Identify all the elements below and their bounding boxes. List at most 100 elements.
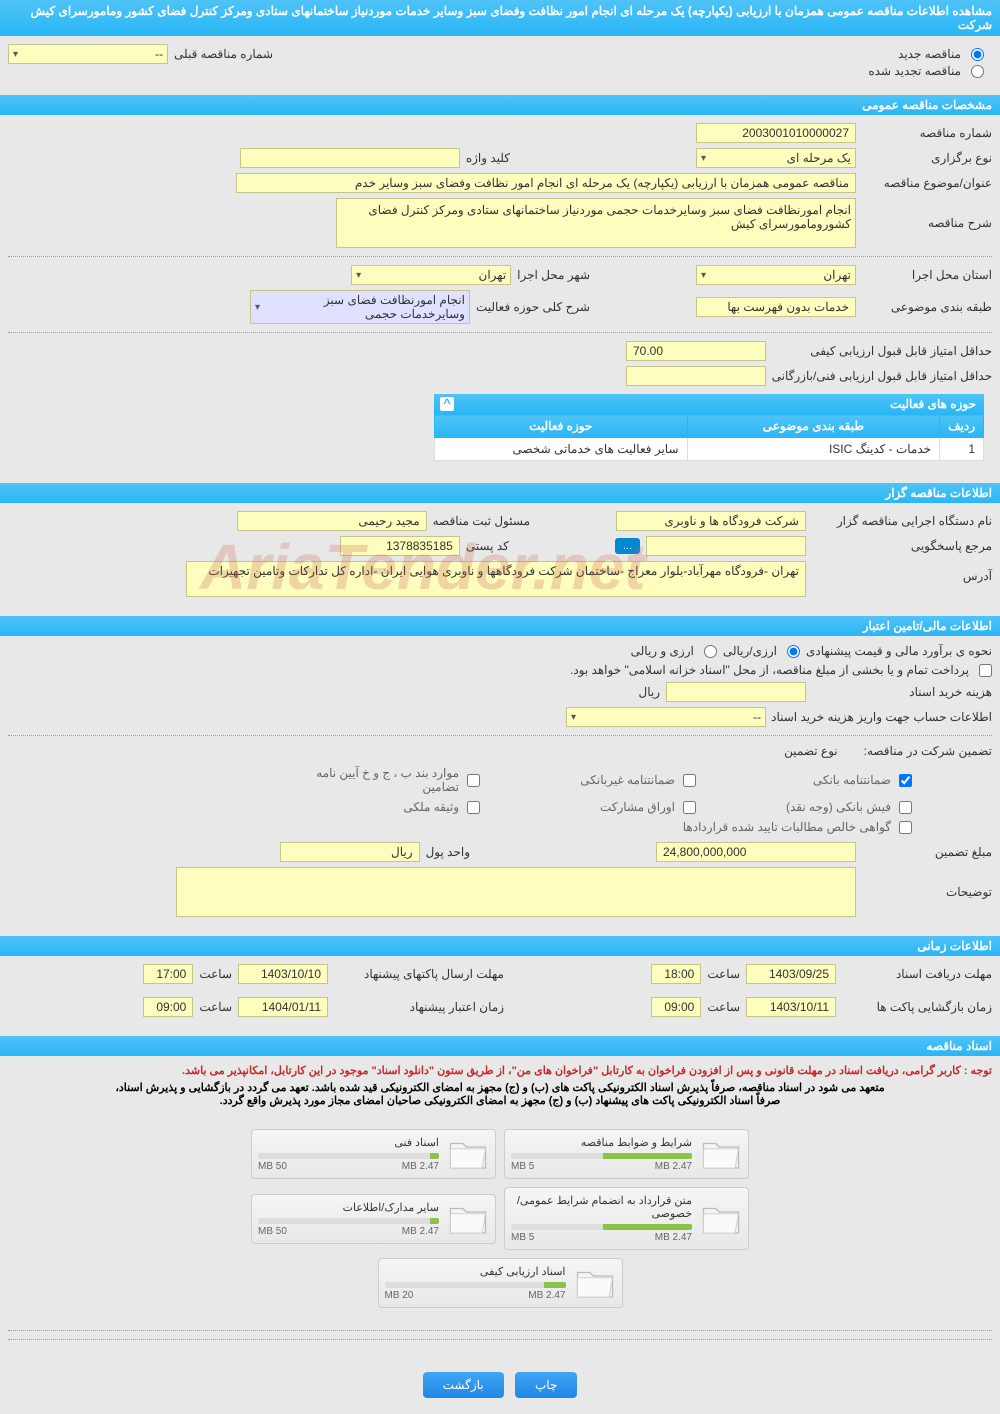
org-value: شرکت فرودگاه ها و ناوبری — [616, 511, 806, 531]
section-general: مشخصات مناقصه عمومی — [0, 95, 1000, 115]
doc-total: 50 MB — [258, 1226, 287, 1237]
radio-new-tender[interactable] — [971, 48, 984, 61]
currency-opt2: ارزی و ریالی — [631, 644, 694, 658]
documents-area: توجه : کاربر گرامی، دریافت اسناد در مهلت… — [0, 1056, 1000, 1356]
prev-tender-select[interactable]: -- ▾ — [8, 44, 168, 64]
section-timing: اطلاعات زمانی — [0, 936, 1000, 956]
section-organizer: اطلاعات مناقصه گزار — [0, 483, 1000, 503]
radio-currency1[interactable] — [787, 645, 800, 658]
doc-title: اسناد فنی — [258, 1136, 439, 1149]
type-select[interactable]: یک مرحله ای ▾ — [696, 148, 856, 168]
guarantee-amount-label: مبلغ تضمین — [862, 845, 992, 859]
postcode-value: 1378835185 — [340, 536, 460, 556]
org-label: نام دستگاه اجرایی مناقصه گزار — [812, 514, 992, 528]
city-select[interactable]: تهران ▾ — [351, 265, 511, 285]
category-value: خدمات بدون فهرست بها — [696, 297, 856, 317]
address-value: تهران -فرودگاه مهرآباد-بلوار معراج -ساخت… — [186, 561, 806, 597]
progress-bar — [258, 1153, 439, 1159]
chevron-down-icon: ▾ — [13, 49, 18, 60]
doc-total: 20 MB — [385, 1290, 414, 1301]
chevron-down-icon: ▾ — [356, 270, 361, 281]
doc-cards-container: شرایط و ضوابط مناقصه2.47 MB5 MB اسناد فنی… — [8, 1115, 992, 1322]
validity-label: زمان اعتبار پیشنهاد — [334, 1000, 504, 1014]
notes-textarea[interactable] — [176, 867, 856, 917]
currency-opt1: ارزی/ریالی — [723, 644, 777, 658]
back-button[interactable]: بازگشت — [423, 1372, 504, 1398]
cb-receivable[interactable] — [899, 821, 912, 834]
desc-value: انجام امورنظافت فضای سبز وسایرخدمات حجمی… — [336, 198, 856, 248]
guarantee-amount: 24,800,000,000 — [656, 842, 856, 862]
doc-card[interactable]: اسناد فنی2.47 MB50 MB — [251, 1129, 496, 1179]
radio-renewed-tender[interactable] — [971, 65, 984, 78]
cb-property[interactable] — [467, 801, 480, 814]
browse-button[interactable]: ... — [615, 538, 640, 554]
col-row: ردیف — [940, 415, 984, 438]
doc-used: 2.47 MB — [655, 1161, 692, 1172]
chevron-down-icon: ▾ — [571, 712, 576, 723]
doc-used: 2.47 MB — [655, 1232, 692, 1243]
type-label: نوع برگزاری — [862, 151, 992, 165]
tender-type-area: مناقصه جدید مناقصه تجدید شده شماره مناقص… — [0, 36, 1000, 89]
doc-used: 2.47 MB — [528, 1290, 565, 1301]
doc-title: سایر مدارک/اطلاعات — [258, 1201, 439, 1214]
cb-nonbank[interactable] — [683, 774, 696, 787]
authority-value — [646, 536, 806, 556]
divider — [8, 1339, 992, 1340]
doc-cost-label: هزینه خرید اسناد — [812, 685, 992, 699]
doc-used: 2.47 MB — [402, 1226, 439, 1237]
doc-card[interactable]: اسناد ارزیابی کیفی2.47 MB20 MB — [378, 1258, 623, 1308]
col-activity: حوزه فعالیت — [435, 415, 688, 438]
progress-bar — [258, 1218, 439, 1224]
keyword-input[interactable] — [240, 148, 460, 168]
collapse-icon[interactable]: ^ — [440, 397, 454, 411]
doc-card[interactable]: سایر مدارک/اطلاعات 2.47 MB 50 MB — [251, 1194, 496, 1244]
radio-currency2[interactable] — [704, 645, 717, 658]
desc-label: شرح مناقصه — [862, 198, 992, 230]
time-label: ساعت — [707, 1000, 740, 1014]
timing-form: مهلت دریافت اسناد 1403/09/25 ساعت 18:00 … — [0, 956, 1000, 1030]
section-financial: اطلاعات مالی/تامین اعتبار — [0, 616, 1000, 636]
doc-cost-unit: ریال — [638, 685, 660, 699]
doc-note1: متعهد می شود در اسناد مناقصه، صرفاً پذیر… — [8, 1081, 992, 1094]
prev-tender-label: شماره مناقصه قبلی — [174, 47, 273, 61]
print-button[interactable]: چاپ — [515, 1372, 577, 1398]
open-label: زمان بازگشایی پاکت ها — [842, 1000, 992, 1014]
doc-card[interactable]: متن قرارداد به انضمام شرایط عمومی/خصوصی 2… — [504, 1187, 749, 1250]
doc-cost-value[interactable] — [666, 682, 806, 702]
cb-treasury[interactable] — [979, 664, 992, 677]
label-renewed-tender: مناقصه تجدید شده — [868, 64, 961, 78]
estimate-label: نحوه ی برآورد مالی و قیمت پیشنهادی — [806, 644, 992, 658]
cb-cash[interactable] — [899, 801, 912, 814]
account-select[interactable]: -- ▾ — [566, 707, 766, 727]
doc-note2: صرفاً اسناد الکترونیکی پاکت های پیشنهاد … — [8, 1094, 992, 1107]
send-time: 17:00 — [143, 964, 193, 984]
page-title-bar: مشاهده اطلاعات مناقصه عمومی همزمان با ار… — [0, 0, 1000, 36]
account-label: اطلاعات حساب جهت واریز هزینه خرید اسناد — [772, 710, 992, 724]
guarantee-label: تضمین شرکت در مناقصه: — [864, 744, 992, 758]
province-label: استان محل اجرا — [862, 268, 992, 282]
cb-stock[interactable] — [683, 801, 696, 814]
doc-title: متن قرارداد به انضمام شرایط عمومی/خصوصی — [511, 1194, 692, 1220]
time-label: ساعت — [199, 967, 232, 981]
progress-bar — [385, 1282, 566, 1288]
subject-value: مناقصه عمومی همزمان با ارزیابی (یکپارچه)… — [236, 173, 856, 193]
receive-time: 18:00 — [651, 964, 701, 984]
time-label: ساعت — [199, 1000, 232, 1014]
receive-label: مهلت دریافت اسناد — [842, 967, 992, 981]
guarantee-checkboxes: ضمانتنامه بانکی ضمانتنامه غیربانکی موارد… — [8, 766, 912, 834]
validity-time: 09:00 — [143, 997, 193, 1017]
cb-bank[interactable] — [899, 774, 912, 787]
category-label: طبقه بندی موضوعی — [862, 300, 992, 314]
activity-table-wrap: حوزه های فعالیت ^ ردیف طبقه بندی موضوعی … — [16, 394, 984, 461]
send-date: 1403/10/10 — [238, 964, 328, 984]
section-documents: اسناد مناقصه — [0, 1036, 1000, 1056]
divider — [8, 735, 992, 736]
activity-desc-select[interactable]: انجام امورنظافت فضای سبز وسایرخدمات حجمی… — [250, 290, 470, 324]
doc-used: 2.47 MB — [402, 1161, 439, 1172]
notes-label: توضیحات — [862, 867, 992, 899]
activity-table: ردیف طبقه بندی موضوعی حوزه فعالیت 1 خدما… — [434, 414, 984, 461]
registrar-label: مسئول ثبت مناقصه — [433, 514, 530, 528]
cb-bond[interactable] — [467, 774, 480, 787]
province-select[interactable]: تهران ▾ — [696, 265, 856, 285]
doc-card[interactable]: شرایط و ضوابط مناقصه2.47 MB5 MB — [504, 1129, 749, 1179]
